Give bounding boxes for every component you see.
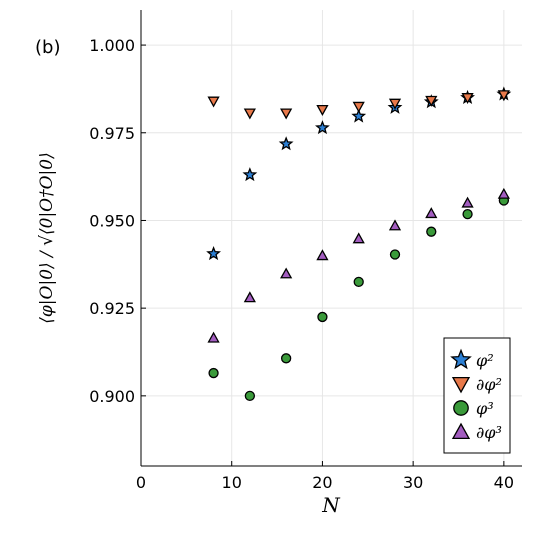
series-4-point <box>280 267 293 279</box>
series-1-point <box>315 120 330 135</box>
legend-label-4: ∂φ³ <box>476 423 502 442</box>
series-4-point <box>461 196 474 208</box>
series-2-point <box>316 104 329 116</box>
series-4-point <box>316 249 329 261</box>
y-tick-label: 0.925 <box>89 299 135 318</box>
legend-label-2: ∂φ² <box>476 375 502 394</box>
series-1-point <box>278 136 294 151</box>
y-tick-label: 0.975 <box>89 124 135 143</box>
series-2-point <box>497 90 510 102</box>
series-3-point <box>244 390 256 401</box>
grid-lines <box>140 10 522 466</box>
legend: φ² ∂φ² φ³ ∂φ³ <box>443 337 511 454</box>
series-3-point <box>208 367 219 379</box>
series-1-point <box>351 108 367 123</box>
x-axis-label: N <box>321 493 341 517</box>
y-tick-label: 0.950 <box>89 211 135 230</box>
y-tick-label: 1.000 <box>89 36 135 55</box>
axes <box>140 10 522 467</box>
series-4-point <box>352 232 365 244</box>
x-tick-label: 40 <box>494 473 514 492</box>
series-4-point <box>243 291 256 303</box>
series-2-point <box>280 108 293 120</box>
y-axis-label: ⟨φ|O|0⟩ / √⟨0|O†O|0⟩ <box>37 152 57 323</box>
series-3-point <box>353 276 364 287</box>
legend-label-3: φ³ <box>476 399 494 418</box>
series-3-point <box>426 226 437 237</box>
series-1-point <box>242 167 258 182</box>
legend-label-1: φ² <box>476 351 494 370</box>
x-tick-label: 30 <box>403 473 423 492</box>
series-3-point <box>462 208 473 220</box>
legend-marker-3 <box>453 400 469 416</box>
series-4-point <box>207 331 220 343</box>
x-tick-label: 0 <box>136 473 146 492</box>
series-2-point <box>388 98 402 110</box>
series-3-point <box>317 311 328 323</box>
data-points <box>206 86 512 401</box>
series-3-point <box>389 249 401 260</box>
legend-marker-4 <box>451 422 471 440</box>
series-4-point <box>497 187 510 199</box>
x-tick-label: 10 <box>222 473 242 492</box>
tick-labels: 0 10 20 30 40 0.900 0.925 0.950 0.975 1.000 <box>89 36 514 492</box>
series-4-point <box>425 207 438 219</box>
series-4-point <box>388 219 402 231</box>
legend-marker-2 <box>451 376 471 394</box>
series-3-point <box>280 353 292 364</box>
series-2-point <box>243 108 256 120</box>
legend-marker-1 <box>450 348 472 370</box>
panel-label: (b) <box>35 37 60 58</box>
y-tick-label: 0.900 <box>89 387 135 406</box>
series-2-point <box>461 93 474 105</box>
x-tick-label: 20 <box>312 473 332 492</box>
series-2-point <box>207 96 220 108</box>
series-2-point <box>425 95 438 107</box>
series-1-point <box>206 246 221 261</box>
series-2-point <box>352 101 365 113</box>
